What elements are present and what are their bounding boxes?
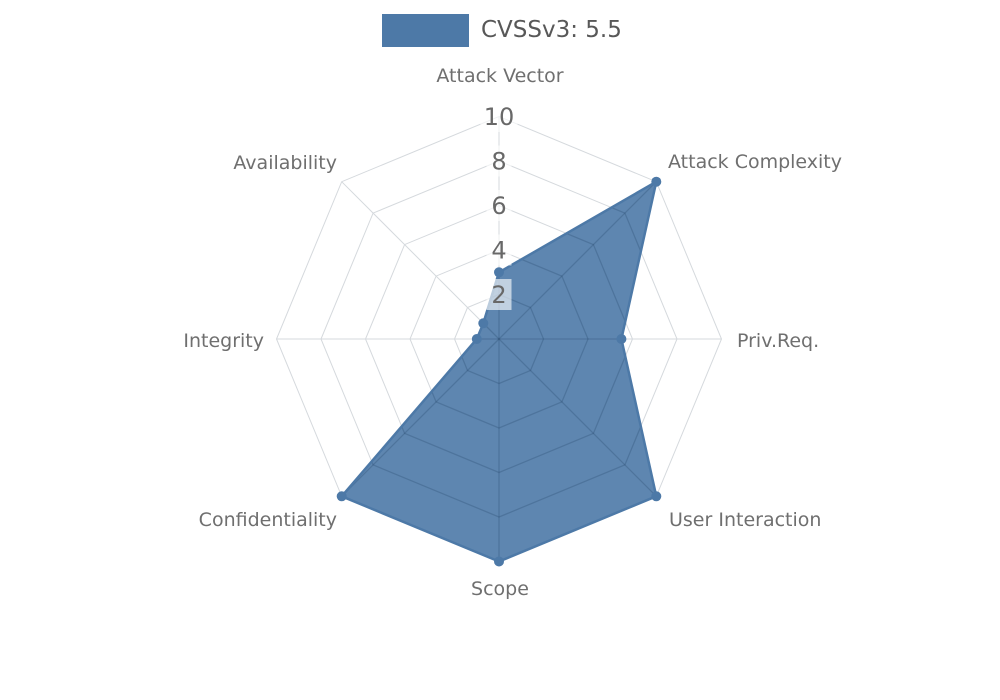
tick-box	[480, 101, 518, 132]
vertex-marker-priv-req-	[616, 334, 627, 344]
tick-label-8: 8	[491, 148, 506, 176]
tick-box	[486, 279, 512, 310]
vertex-marker-attack-vector	[494, 267, 504, 278]
legend: CVSSv3: 5.5	[382, 14, 622, 47]
grid-spoke	[341, 181, 500, 340]
vertex-marker-attack-complexity	[651, 176, 662, 187]
tick-label-2: 2	[491, 281, 506, 309]
tick-label-6: 6	[491, 192, 506, 220]
grid-spoke	[498, 338, 657, 497]
axis-label-attack-complexity: Attack Complexity	[668, 151, 842, 173]
tick-label-10: 10	[484, 103, 515, 131]
grid-spoke	[341, 338, 500, 497]
legend-label: CVSSv3: 5.5	[481, 17, 622, 43]
vertex-marker-confidentiality	[336, 491, 347, 502]
grid-spoke	[498, 181, 657, 340]
axis-label-priv-req-: Priv.Req.	[737, 330, 819, 352]
axis-label-availability: Availability	[233, 152, 337, 174]
axis-label-user-interaction: User Interaction	[669, 509, 821, 531]
tick-box	[486, 145, 512, 177]
tick-box	[486, 234, 512, 266]
legend-swatch	[382, 14, 469, 47]
tick-label-4: 4	[491, 237, 506, 265]
radar-series-area	[341, 181, 657, 562]
axis-label-integrity: Integrity	[183, 330, 264, 352]
vertex-marker-availability	[478, 318, 489, 329]
vertex-marker-user-interaction	[651, 491, 662, 502]
axis-label-scope: Scope	[471, 578, 529, 600]
vertex-marker-scope	[494, 556, 504, 567]
tick-box	[486, 190, 512, 221]
axis-label-attack-vector: Attack Vector	[436, 65, 563, 87]
vertex-marker-integrity	[471, 334, 482, 344]
axis-label-confidentiality: Confidentiality	[199, 509, 337, 531]
